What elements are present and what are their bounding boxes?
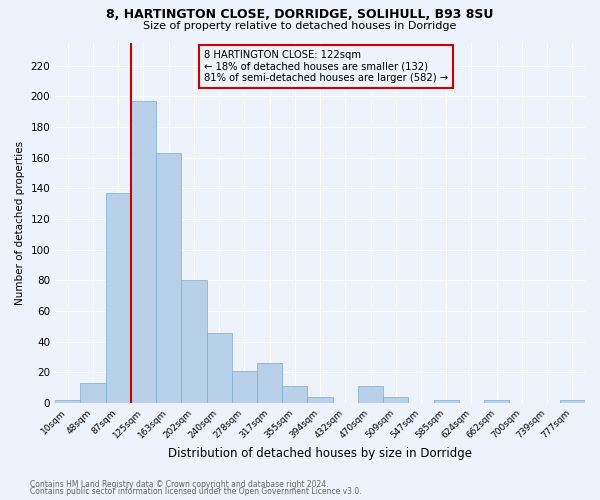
Text: Size of property relative to detached houses in Dorridge: Size of property relative to detached ho… (143, 21, 457, 31)
Bar (307, 397, 332, 403)
Bar (206, 332, 232, 403)
Bar (560, 400, 585, 403)
X-axis label: Distribution of detached houses by size in Dorridge: Distribution of detached houses by size … (168, 447, 472, 460)
Bar (131, 101, 156, 403)
Bar (156, 153, 181, 403)
Bar (383, 397, 409, 403)
Y-axis label: Number of detached properties: Number of detached properties (15, 140, 25, 305)
Bar (282, 386, 307, 403)
Bar (257, 363, 282, 403)
Bar (434, 400, 459, 403)
Bar (181, 280, 206, 403)
Bar (106, 193, 131, 403)
Text: Contains public sector information licensed under the Open Government Licence v3: Contains public sector information licen… (30, 487, 362, 496)
Bar (80, 383, 106, 403)
Bar (232, 371, 257, 403)
Text: 8 HARTINGTON CLOSE: 122sqm
← 18% of detached houses are smaller (132)
81% of sem: 8 HARTINGTON CLOSE: 122sqm ← 18% of deta… (203, 50, 448, 83)
Text: 8, HARTINGTON CLOSE, DORRIDGE, SOLIHULL, B93 8SU: 8, HARTINGTON CLOSE, DORRIDGE, SOLIHULL,… (106, 8, 494, 20)
Bar (358, 386, 383, 403)
Text: Contains HM Land Registry data © Crown copyright and database right 2024.: Contains HM Land Registry data © Crown c… (30, 480, 329, 489)
Bar (484, 400, 509, 403)
Bar (55, 400, 80, 403)
